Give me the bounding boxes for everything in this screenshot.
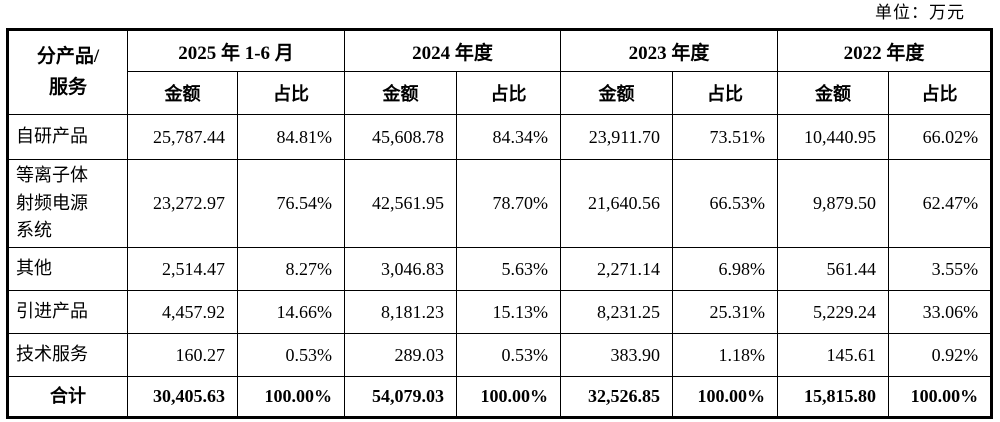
table-row: 引进产品 4,457.92 14.66% 8,181.23 15.13% 8,2…: [7, 290, 993, 334]
corner-header-line2: 服务: [48, 76, 87, 98]
period-header-2025h1: 2025 年 1-6 月: [126, 29, 346, 72]
period-header-2024: 2024 年度: [344, 29, 562, 72]
sub-header-ratio: 占比: [456, 71, 562, 115]
ratio-cell: 100.00%: [456, 376, 562, 418]
sub-header-amount: 金额: [344, 71, 458, 115]
ratio-cell: 0.53%: [456, 333, 562, 377]
amount-cell: 8,181.23: [344, 290, 458, 334]
amount-cell: 45,608.78: [344, 114, 458, 160]
ratio-cell: 8.27%: [236, 247, 346, 291]
amount-cell: 25,787.44: [127, 114, 238, 160]
amount-cell: 4,457.92: [127, 290, 238, 334]
ratio-cell: 62.47%: [888, 159, 993, 248]
ratio-cell: 84.81%: [236, 114, 346, 160]
total-row: 合计 30,405.63 100.00% 54,079.03 100.00% 3…: [7, 376, 993, 418]
ratio-cell: 78.70%: [456, 159, 562, 248]
ratio-cell: 100.00%: [236, 376, 346, 418]
amount-cell: 42,561.95: [344, 159, 458, 248]
sub-header-ratio: 占比: [672, 71, 779, 115]
ratio-cell: 66.02%: [888, 114, 993, 160]
sub-header-row: 金额 占比 金额 占比 金额 占比 金额 占比: [8, 71, 993, 115]
period-header-row: 分产品/ 服务 2025 年 1-6 月 2024 年度 2023 年度 202…: [7, 29, 993, 115]
amount-cell: 160.27: [127, 333, 238, 377]
sub-header-amount: 金额: [127, 71, 238, 115]
ratio-cell: 1.18%: [672, 333, 779, 377]
amount-cell: 3,046.83: [344, 247, 458, 291]
ratio-cell: 15.13%: [456, 290, 562, 334]
row-label: 其他: [7, 247, 128, 291]
ratio-cell: 76.54%: [236, 159, 346, 248]
ratio-cell: 3.55%: [888, 247, 993, 291]
sub-header-ratio: 占比: [888, 71, 993, 115]
ratio-cell: 100.00%: [672, 376, 779, 418]
amount-cell: 5,229.24: [777, 290, 890, 334]
ratio-cell: 14.66%: [236, 290, 346, 334]
ratio-cell: 5.63%: [456, 247, 562, 291]
unit-label: 单位：万元: [875, 3, 965, 22]
amount-cell: 15,815.80: [777, 376, 890, 418]
ratio-cell: 0.92%: [888, 333, 993, 377]
amount-cell: 8,231.25: [560, 290, 674, 334]
table-row: 技术服务 160.27 0.53% 289.03 0.53% 383.90 1.…: [7, 333, 993, 377]
row-label: 引进产品: [7, 290, 128, 334]
row-label: 技术服务: [7, 333, 128, 377]
amount-cell: 9,879.50: [777, 159, 890, 248]
revenue-breakdown-table: 分产品/ 服务 2025 年 1-6 月 2024 年度 2023 年度 202…: [6, 28, 994, 419]
amount-cell: 383.90: [560, 333, 674, 377]
table-row: 自研产品 25,787.44 84.81% 45,608.78 84.34% 2…: [7, 114, 993, 160]
sub-header-amount: 金额: [777, 71, 890, 115]
row-label: 自研产品: [7, 114, 128, 160]
amount-cell: 21,640.56: [560, 159, 674, 248]
amount-cell: 23,911.70: [560, 114, 674, 160]
sub-header-amount: 金额: [560, 71, 674, 115]
amount-cell: 145.61: [777, 333, 890, 377]
ratio-cell: 6.98%: [672, 247, 779, 291]
amount-cell: 289.03: [344, 333, 458, 377]
amount-cell: 30,405.63: [127, 376, 238, 418]
table-row: 等离子体射频电源系统 23,272.97 76.54% 42,561.95 78…: [7, 159, 993, 248]
amount-cell: 54,079.03: [344, 376, 458, 418]
corner-header: 分产品/ 服务: [7, 29, 128, 115]
total-row-label: 合计: [7, 376, 128, 418]
amount-cell: 23,272.97: [127, 159, 238, 248]
ratio-cell: 73.51%: [672, 114, 779, 160]
ratio-cell: 0.53%: [236, 333, 346, 377]
sub-header-ratio: 占比: [236, 71, 346, 115]
amount-cell: 2,514.47: [127, 247, 238, 291]
ratio-cell: 25.31%: [672, 290, 779, 334]
corner-header-line1: 分产品/: [36, 46, 100, 68]
ratio-cell: 66.53%: [672, 159, 779, 248]
amount-cell: 561.44: [777, 247, 890, 291]
table-row: 其他 2,514.47 8.27% 3,046.83 5.63% 2,271.1…: [7, 247, 993, 291]
amount-cell: 10,440.95: [777, 114, 890, 160]
row-label: 等离子体射频电源系统: [7, 159, 128, 248]
ratio-cell: 33.06%: [888, 290, 993, 334]
amount-cell: 32,526.85: [560, 376, 674, 418]
period-header-2023: 2023 年度: [560, 29, 779, 72]
amount-cell: 2,271.14: [560, 247, 674, 291]
period-header-2022: 2022 年度: [777, 29, 993, 72]
ratio-cell: 84.34%: [456, 114, 562, 160]
ratio-cell: 100.00%: [888, 376, 993, 418]
